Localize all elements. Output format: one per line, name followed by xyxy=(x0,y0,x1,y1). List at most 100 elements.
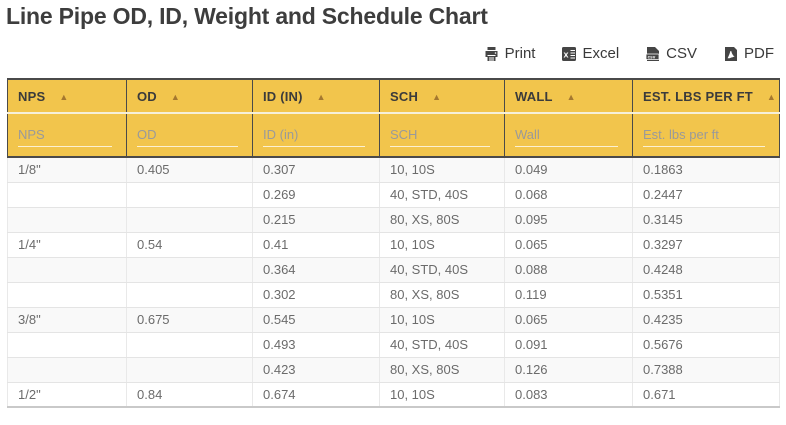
page-title: Line Pipe OD, ID, Weight and Schedule Ch… xyxy=(6,3,488,29)
table-cell: 0.049 xyxy=(504,157,633,183)
table-cell: 10, 10S xyxy=(379,307,505,333)
column-header-est-lbs[interactable]: EST. LBS PER FT ▲ xyxy=(632,78,780,113)
table-cell xyxy=(126,257,253,283)
column-header-od[interactable]: OD ▲ xyxy=(126,78,253,113)
filter-input-id[interactable] xyxy=(263,124,365,147)
table-cell: 0.4248 xyxy=(632,257,780,283)
table-cell: 10, 10S xyxy=(379,157,505,183)
table-cell xyxy=(126,357,253,383)
table-cell xyxy=(7,332,127,358)
column-header-sch[interactable]: SCH ▲ xyxy=(379,78,505,113)
table-cell: 10, 10S xyxy=(379,232,505,258)
table-cell: 80, XS, 80S xyxy=(379,282,505,308)
table-cell: 0.5676 xyxy=(632,332,780,358)
table-row: 1/8" 0.405 0.307 10, 10S 0.049 0.1863 xyxy=(7,157,780,183)
table-cell: 1/8" xyxy=(7,157,127,183)
table-cell: 1/2" xyxy=(7,382,127,408)
filter-row xyxy=(7,112,780,158)
table-cell: 0.091 xyxy=(504,332,633,358)
filter-input-od[interactable] xyxy=(137,124,238,147)
filter-input-nps[interactable] xyxy=(18,124,112,147)
column-header-label: NPS xyxy=(18,88,46,104)
table-cell: 0.84 xyxy=(126,382,253,408)
table-cell: 0.2447 xyxy=(632,182,780,208)
table-row: 3/8" 0.675 0.545 10, 10S 0.065 0.4235 xyxy=(7,307,780,333)
filter-input-wall[interactable] xyxy=(515,124,618,147)
table-row: 0.269 40, STD, 40S 0.068 0.2447 xyxy=(7,182,780,208)
csv-button-label: CSV xyxy=(666,45,697,62)
table-cell: 0.41 xyxy=(252,232,380,258)
sort-asc-icon: ▲ xyxy=(566,91,576,102)
table-cell: 10, 10S xyxy=(379,382,505,408)
table-cell: 0.493 xyxy=(252,332,380,358)
print-icon xyxy=(483,46,500,62)
table-cell: 0.671 xyxy=(632,382,780,408)
table-cell: 0.269 xyxy=(252,182,380,208)
table-cell: 0.088 xyxy=(504,257,633,283)
sort-asc-icon: ▲ xyxy=(59,91,69,102)
column-header-label: OD xyxy=(137,88,157,104)
table-cell: 0.405 xyxy=(126,157,253,183)
table-cell: 0.364 xyxy=(252,257,380,283)
svg-text:x: x xyxy=(564,49,569,59)
table-cell: 0.1863 xyxy=(632,157,780,183)
sort-asc-icon: ▲ xyxy=(432,91,442,102)
table-row: 0.302 80, XS, 80S 0.119 0.5351 xyxy=(7,282,780,308)
table-cell xyxy=(7,182,127,208)
table-cell: 0.54 xyxy=(126,232,253,258)
table-row: 0.493 40, STD, 40S 0.091 0.5676 xyxy=(7,332,780,358)
pdf-button[interactable]: PDF xyxy=(723,45,774,62)
table-cell xyxy=(7,207,127,233)
table-cell: 1/4" xyxy=(7,232,127,258)
csv-button[interactable]: csv CSV xyxy=(645,45,697,62)
table-cell xyxy=(126,182,253,208)
table-cell: 0.4235 xyxy=(632,307,780,333)
print-button[interactable]: Print xyxy=(483,45,536,62)
column-header-label: EST. LBS PER FT xyxy=(643,88,753,104)
table-cell: 0.119 xyxy=(504,282,633,308)
sort-asc-icon: ▲ xyxy=(170,91,181,102)
filter-input-est-lbs[interactable] xyxy=(643,124,765,147)
pdf-icon xyxy=(723,46,739,62)
table-row: 0.364 40, STD, 40S 0.088 0.4248 xyxy=(7,257,780,283)
table-cell: 0.674 xyxy=(252,382,380,408)
table-cell xyxy=(126,282,253,308)
excel-button-label: Excel xyxy=(582,45,620,62)
column-header-nps[interactable]: NPS ▲ xyxy=(7,78,127,113)
column-header-id[interactable]: ID (IN) ▲ xyxy=(252,78,380,113)
table-cell xyxy=(7,257,127,283)
sort-asc-icon: ▲ xyxy=(316,91,326,102)
table-cell: 0.7388 xyxy=(632,357,780,383)
table-row: 0.215 80, XS, 80S 0.095 0.3145 xyxy=(7,207,780,233)
table-cell: 0.065 xyxy=(504,232,633,258)
table-cell: 80, XS, 80S xyxy=(379,207,505,233)
column-header-label: WALL xyxy=(515,88,553,104)
table-cell: 0.068 xyxy=(504,182,633,208)
table-cell: 0.545 xyxy=(252,307,380,333)
column-header-wall[interactable]: WALL ▲ xyxy=(504,78,633,113)
table-cell: 0.5351 xyxy=(632,282,780,308)
pipe-schedule-table: NPS ▲ OD ▲ ID (IN) ▲ SCH ▲ WALL ▲ EST. LBS PE… xyxy=(7,78,780,408)
table-cell xyxy=(7,282,127,308)
table-row: 0.423 80, XS, 80S 0.126 0.7388 xyxy=(7,357,780,383)
print-button-label: Print xyxy=(504,45,536,62)
table-cell: 0.3297 xyxy=(632,232,780,258)
table-cell xyxy=(126,207,253,233)
column-header-label: ID (IN) xyxy=(263,88,303,104)
table-cell xyxy=(126,332,253,358)
table-cell: 0.307 xyxy=(252,157,380,183)
filter-input-sch[interactable] xyxy=(390,124,490,147)
table-cell xyxy=(7,357,127,383)
table-cell: 0.215 xyxy=(252,207,380,233)
table-row: 1/4" 0.54 0.41 10, 10S 0.065 0.3297 xyxy=(7,232,780,258)
table-cell: 0.083 xyxy=(504,382,633,408)
svg-text:csv: csv xyxy=(648,54,656,59)
table-cell: 0.675 xyxy=(126,307,253,333)
table-cell: 3/8" xyxy=(7,307,127,333)
table-cell: 40, STD, 40S xyxy=(379,257,505,283)
table-cell: 0.095 xyxy=(504,207,633,233)
sort-asc-icon: ▲ xyxy=(766,91,777,102)
table-cell: 0.126 xyxy=(504,357,633,383)
csv-icon: csv xyxy=(645,46,661,62)
excel-button[interactable]: x Excel xyxy=(561,45,619,62)
